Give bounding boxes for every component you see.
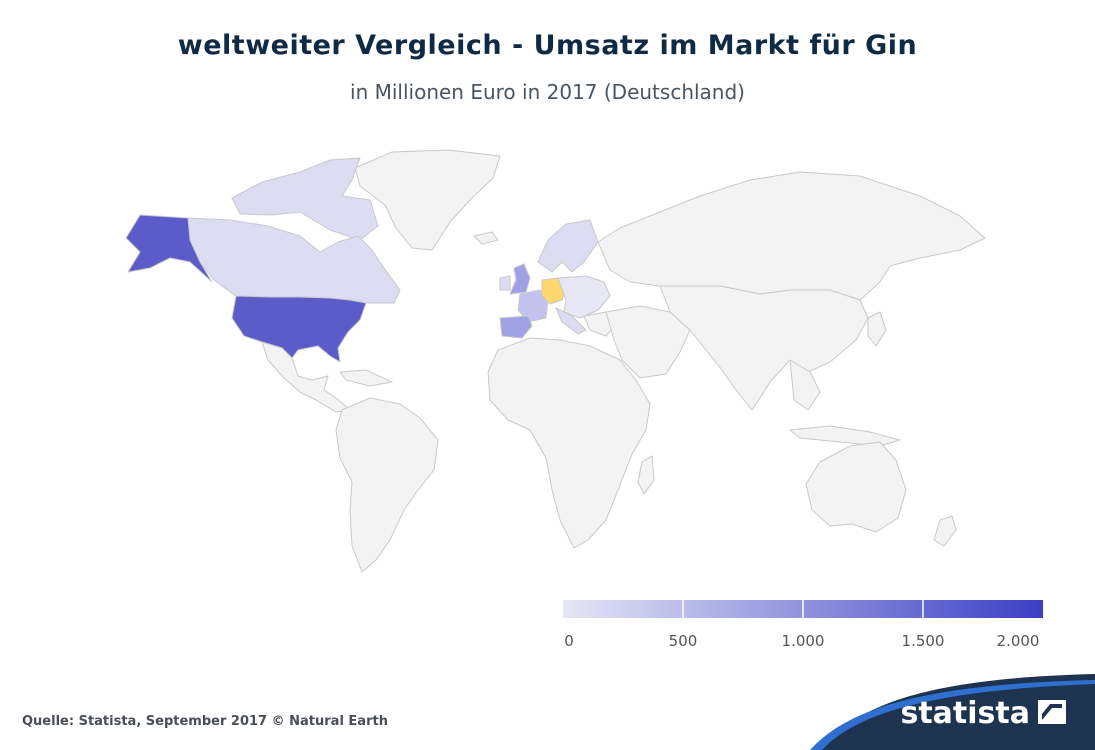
region-central-europe bbox=[557, 275, 611, 319]
region-italy bbox=[555, 307, 587, 335]
scale-tick-label: 1.500 bbox=[901, 632, 945, 650]
region-indonesia bbox=[789, 425, 901, 447]
region-caribbean bbox=[339, 369, 393, 387]
color-scale-bar bbox=[563, 600, 1043, 618]
scale-tick-label: 500 bbox=[668, 632, 698, 650]
source-note: Quelle: Statista, September 2017 © Natur… bbox=[22, 714, 388, 729]
region-canada-islands bbox=[231, 157, 379, 241]
region-iberia bbox=[499, 315, 533, 339]
region-southeast-asia bbox=[789, 359, 821, 411]
chart-title: weltweiter Vergleich - Umsatz im Markt f… bbox=[177, 30, 918, 61]
region-mexico bbox=[261, 341, 351, 413]
chart-subtitle: in Millionen Euro in 2017 (Deutschland) bbox=[350, 80, 745, 104]
region-uk bbox=[509, 263, 531, 295]
scale-tick-label: 0 bbox=[564, 632, 574, 650]
region-new-zealand bbox=[933, 515, 957, 547]
region-alaska bbox=[125, 214, 213, 283]
statista-logo: statista bbox=[900, 696, 1030, 731]
statista-logo-icon bbox=[1038, 700, 1066, 724]
region-scandinavia bbox=[537, 219, 599, 273]
scale-tick-label: 2.000 bbox=[996, 632, 1040, 650]
region-greenland bbox=[354, 149, 501, 251]
region-madagascar bbox=[637, 455, 655, 495]
region-france bbox=[517, 289, 549, 323]
region-africa bbox=[487, 337, 651, 549]
region-iceland bbox=[473, 231, 499, 245]
region-ireland bbox=[499, 275, 511, 291]
region-canada bbox=[187, 217, 401, 304]
region-japan bbox=[867, 311, 887, 347]
region-middle-east bbox=[605, 305, 691, 379]
world-map bbox=[125, 149, 986, 573]
scale-tick-label: 1.000 bbox=[781, 632, 825, 650]
region-australia bbox=[805, 441, 907, 533]
region-south-america bbox=[335, 397, 439, 573]
